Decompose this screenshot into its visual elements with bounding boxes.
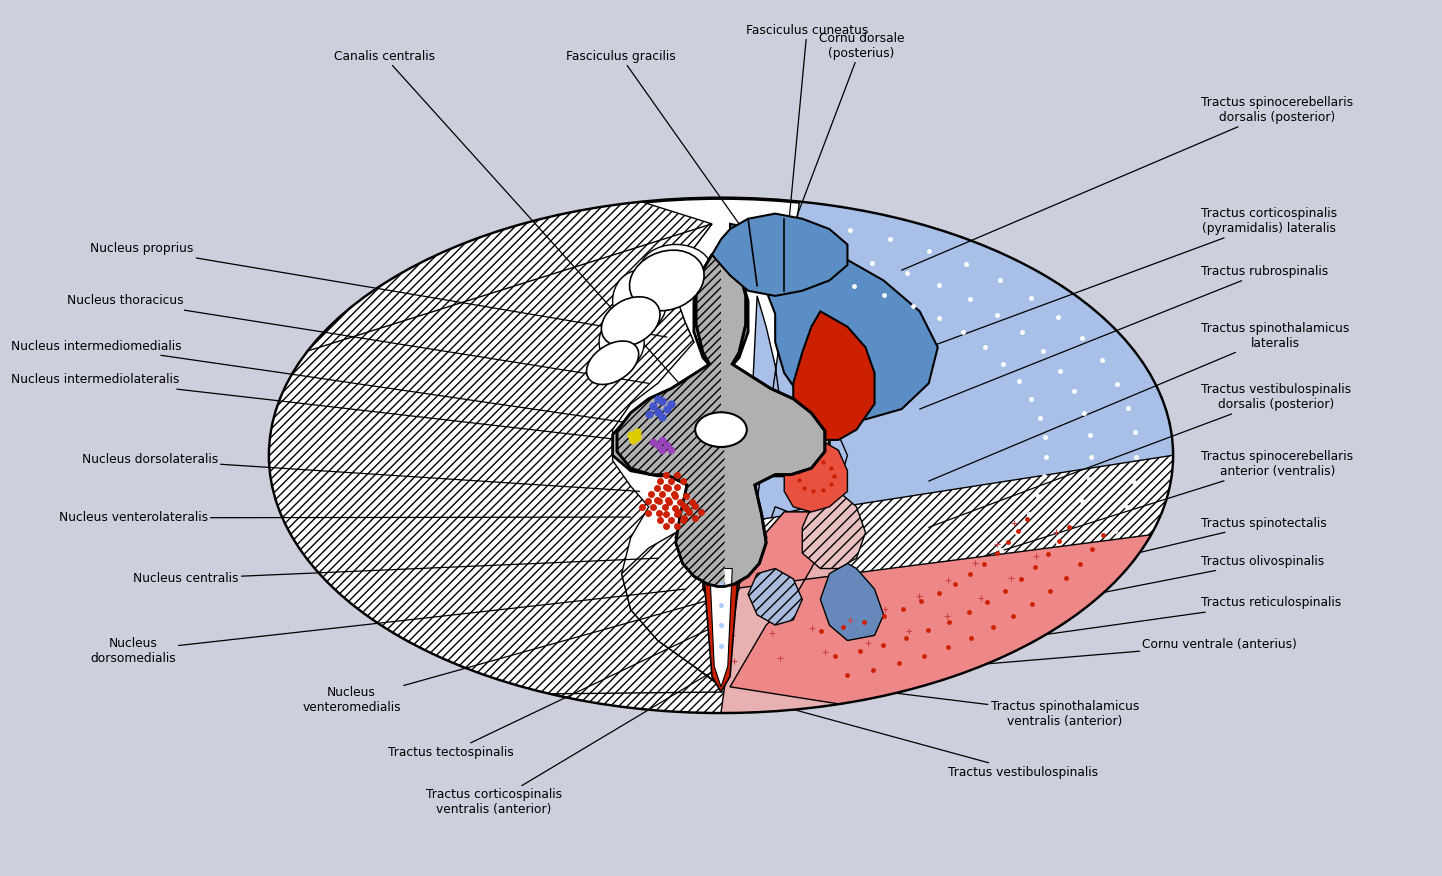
Ellipse shape	[587, 341, 639, 385]
Text: Nucleus
dorsomedialis: Nucleus dorsomedialis	[91, 589, 685, 665]
Text: Tractus spinothalamicus
lateralis: Tractus spinothalamicus lateralis	[929, 321, 1350, 481]
Polygon shape	[730, 512, 1151, 703]
Text: Cornu ventrale (anterius): Cornu ventrale (anterius)	[865, 638, 1298, 674]
Text: Tractus rubrospinalis: Tractus rubrospinalis	[920, 265, 1328, 409]
Polygon shape	[730, 202, 1172, 712]
Polygon shape	[820, 563, 884, 640]
Polygon shape	[617, 255, 725, 587]
Text: Tractus reticulospinalis: Tractus reticulospinalis	[893, 597, 1341, 656]
Polygon shape	[709, 569, 733, 687]
Polygon shape	[802, 491, 865, 569]
Polygon shape	[721, 512, 1145, 712]
Text: Nucleus
venteromedialis: Nucleus venteromedialis	[303, 599, 712, 714]
Polygon shape	[702, 553, 740, 604]
Polygon shape	[730, 224, 937, 420]
Text: Nucleus thoracicus: Nucleus thoracicus	[68, 294, 649, 384]
Text: Nucleus intermediolateralis: Nucleus intermediolateralis	[12, 373, 622, 440]
Polygon shape	[613, 255, 829, 594]
Text: Canalis centralis: Canalis centralis	[333, 50, 721, 429]
Ellipse shape	[630, 251, 704, 311]
Polygon shape	[617, 255, 825, 587]
Text: Cornu dorsale
(posterius): Cornu dorsale (posterius)	[784, 32, 904, 250]
Ellipse shape	[640, 244, 712, 296]
Ellipse shape	[613, 270, 666, 332]
Text: Tractus tectospinalis: Tractus tectospinalis	[388, 615, 740, 759]
Polygon shape	[712, 214, 848, 296]
Text: Nucleus proprius: Nucleus proprius	[91, 243, 666, 337]
Text: Tractus vestibulospinalis: Tractus vestibulospinalis	[748, 697, 1097, 779]
Text: Nucleus intermediomedialis: Nucleus intermediomedialis	[12, 340, 640, 425]
Polygon shape	[784, 440, 848, 512]
Text: Fasciculus cuneatus: Fasciculus cuneatus	[746, 24, 868, 224]
Polygon shape	[552, 456, 1172, 712]
Ellipse shape	[270, 198, 1172, 712]
Ellipse shape	[601, 297, 660, 346]
Text: Tractus corticospinalis
ventralis (anterior): Tractus corticospinalis ventralis (anter…	[425, 661, 730, 816]
Ellipse shape	[598, 316, 645, 368]
Polygon shape	[748, 569, 802, 625]
Polygon shape	[270, 224, 721, 712]
Text: Tractus spinotectalis: Tractus spinotectalis	[920, 517, 1327, 604]
Text: Tractus olivospinalis: Tractus olivospinalis	[911, 555, 1325, 630]
Text: Tractus spinothalamicus
ventralis (anterior): Tractus spinothalamicus ventralis (anter…	[802, 682, 1139, 728]
Text: Tractus spinocerebellaris
dorsalis (posterior): Tractus spinocerebellaris dorsalis (post…	[901, 96, 1354, 270]
Text: Nucleus centralis: Nucleus centralis	[133, 558, 658, 585]
Text: Tractus corticospinalis
(pyramidalis) lateralis: Tractus corticospinalis (pyramidalis) la…	[929, 207, 1337, 348]
Text: Tractus vestibulospinalis
dorsalis (posterior): Tractus vestibulospinalis dorsalis (post…	[929, 383, 1351, 527]
Text: Nucleus venterolateralis: Nucleus venterolateralis	[59, 512, 630, 525]
Ellipse shape	[695, 413, 747, 447]
Polygon shape	[793, 311, 874, 440]
Text: Fasciculus gracilis: Fasciculus gracilis	[565, 50, 740, 224]
Text: Tractus spinocerebellaris
anterior (ventralis): Tractus spinocerebellaris anterior (vent…	[929, 450, 1354, 574]
Polygon shape	[694, 533, 748, 692]
Polygon shape	[270, 202, 712, 447]
Text: Nucleus dorsolateralis: Nucleus dorsolateralis	[82, 453, 640, 491]
